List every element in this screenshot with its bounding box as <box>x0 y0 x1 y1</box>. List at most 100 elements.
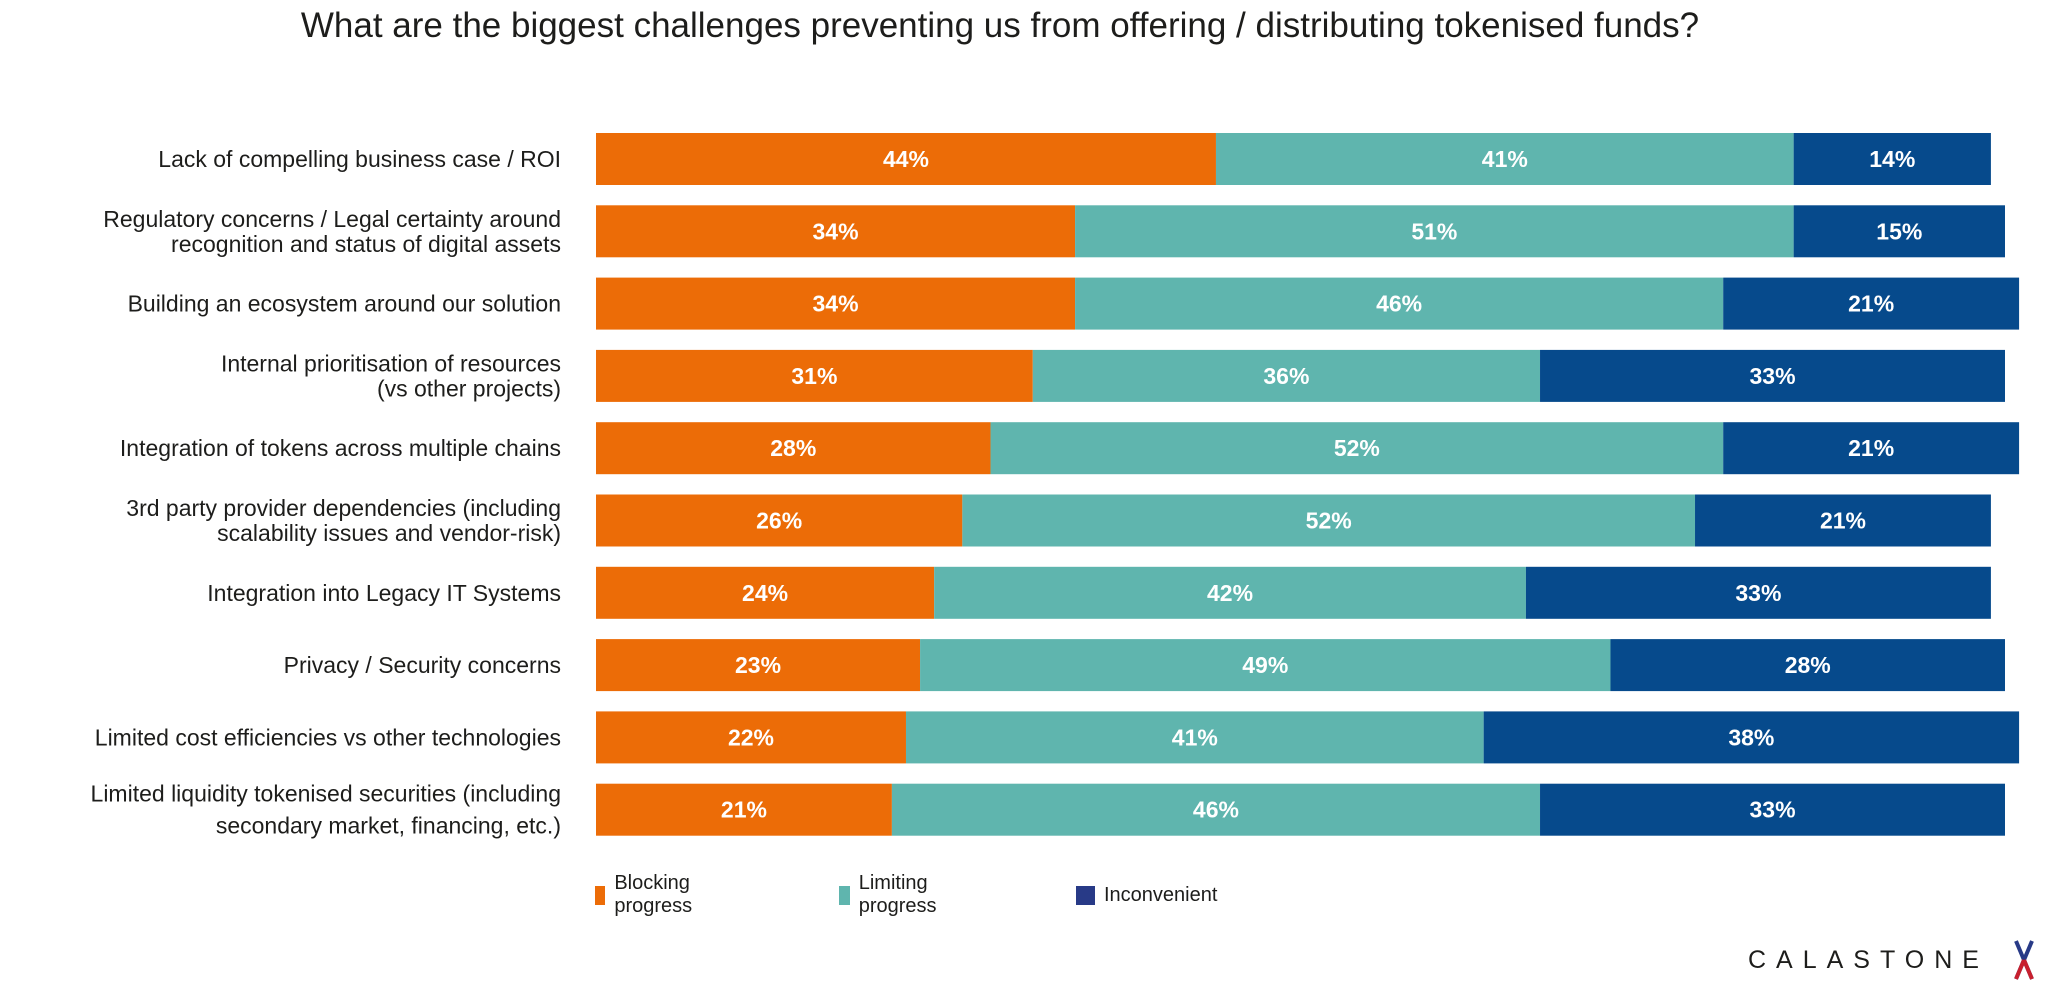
data-label: 28% <box>770 435 816 461</box>
category-label: Limited liquidity tokenised securities (… <box>91 781 561 839</box>
data-label: 34% <box>813 291 859 317</box>
bar-segment-blocking-progress <box>596 566 935 619</box>
category-label-line: (vs other projects) <box>377 375 561 401</box>
category-label-line: Integration of tokens across multiple ch… <box>120 435 561 461</box>
data-label: 44% <box>883 146 929 172</box>
bar-segment-blocking-progress <box>596 205 1076 258</box>
legend-label: Limiting progress <box>858 872 937 917</box>
bar-segment-blocking-progress <box>596 349 1033 402</box>
category-label: Integration into Legacy IT Systems <box>207 580 561 606</box>
data-label: 22% <box>728 724 774 750</box>
data-label: 26% <box>756 508 802 534</box>
data-label: 38% <box>1728 724 1774 750</box>
bar-segment-limiting-progress <box>1215 133 1794 185</box>
data-label: 21% <box>1848 435 1894 461</box>
bar-segment-limiting-progress <box>962 494 1696 547</box>
bar-segment-blocking-progress <box>596 277 1076 330</box>
bar-segment-blocking-progress <box>596 639 921 692</box>
category-label: Lack of compelling business case / ROI <box>158 146 561 172</box>
data-label: 34% <box>813 218 859 244</box>
bar-segment-limiting-progress <box>920 639 1611 692</box>
category-label-line: Privacy / Security concerns <box>284 652 561 678</box>
data-label: 41% <box>1482 146 1528 172</box>
bar-segment-inconvenient <box>1483 711 2020 764</box>
data-label: 31% <box>791 363 837 389</box>
bar-segment-limiting-progress <box>905 711 1484 764</box>
data-label: 51% <box>1411 218 1457 244</box>
category-label-line: scalability issues and vendor-risk) <box>217 520 561 546</box>
chart-title: What are the biggest challenges preventi… <box>300 6 1700 45</box>
legend-label: Inconvenient <box>1104 883 1218 906</box>
legend-item: Inconvenient <box>1076 884 1217 907</box>
data-label: 23% <box>735 652 781 678</box>
x-mark-logo-icon <box>2014 940 2034 980</box>
stacked-bar-chart: Lack of compelling business case / ROI Re… <box>91 133 2020 839</box>
bar-segment-inconvenient <box>1723 277 2020 330</box>
data-label: 46% <box>1376 291 1422 317</box>
calastone-logo: CALASTONE <box>1748 946 1989 974</box>
category-label: Integration of tokens across multiple ch… <box>120 435 561 461</box>
data-label: 41% <box>1172 724 1218 750</box>
data-label: 42% <box>1207 580 1253 606</box>
data-label: 33% <box>1735 580 1781 606</box>
bar-segment-limiting-progress <box>1075 277 1724 330</box>
bar-segment-inconvenient <box>1525 566 1991 619</box>
bar-segment-limiting-progress <box>990 422 1724 475</box>
bar-segment-inconvenient <box>1723 422 2020 475</box>
category-label-line: Integration into Legacy IT Systems <box>207 580 561 606</box>
data-label: 33% <box>1749 797 1795 823</box>
bar-segment-inconvenient <box>1793 133 1991 185</box>
legend-label: Blocking progress <box>614 872 693 917</box>
data-label: 21% <box>721 797 767 823</box>
legend-item: Limiting progress <box>839 872 945 918</box>
data-label: 33% <box>1749 363 1795 389</box>
data-label: 24% <box>742 580 788 606</box>
category-label-line: Building an ecosystem around our solutio… <box>128 291 561 317</box>
bar-segment-limiting-progress <box>891 783 1541 836</box>
value-labels: 44% 41% 14% 34% 51% 15% 34% 46% 21% 31% 36% 33% 28% 5… <box>721 146 1922 823</box>
category-label-line: Internal prioritisation of resources <box>221 350 561 376</box>
data-label: 21% <box>1848 291 1894 317</box>
category-label: Internal prioritisation of resources (vs … <box>221 350 561 401</box>
bar-segment-limiting-progress <box>1075 205 1794 258</box>
legend-swatch <box>839 885 850 905</box>
bar-segment-inconvenient <box>1793 205 2005 258</box>
bar-segment-limiting-progress <box>1032 349 1541 402</box>
category-label-line: Limited cost efficiencies vs other techn… <box>95 724 561 750</box>
bar-segment-limiting-progress <box>934 566 1526 619</box>
data-label: 49% <box>1242 652 1288 678</box>
bar-segment-inconvenient <box>1540 783 2005 836</box>
legend-item: Blocking progress <box>595 872 701 918</box>
data-label: 46% <box>1193 797 1239 823</box>
bar-segments <box>596 133 2020 836</box>
bar-segment-blocking-progress <box>596 494 963 547</box>
category-label-line: 3rd party provider dependencies (includi… <box>126 495 561 521</box>
category-label: Regulatory concerns / Legal certainty ar… <box>103 206 561 257</box>
legend-swatch <box>595 885 606 905</box>
category-label-line: Regulatory concerns / Legal certainty ar… <box>103 206 561 232</box>
bar-segment-inconvenient <box>1610 639 2005 692</box>
data-label: 21% <box>1820 508 1866 534</box>
data-label: 15% <box>1876 218 1922 244</box>
category-label-line: recognition and status of digital assets <box>171 231 561 257</box>
category-labels: Lack of compelling business case / ROI Re… <box>91 146 561 839</box>
category-label: 3rd party provider dependencies (includi… <box>126 495 561 546</box>
data-label: 28% <box>1785 652 1831 678</box>
category-label-line: secondary market, financing, etc.) <box>216 813 561 839</box>
bar-segment-blocking-progress <box>596 783 892 836</box>
bar-segment-inconvenient <box>1540 349 2005 402</box>
legend-swatch <box>1076 885 1095 905</box>
data-label: 14% <box>1869 146 1915 172</box>
category-label-line: Lack of compelling business case / ROI <box>158 146 561 172</box>
category-label: Privacy / Security concerns <box>284 652 561 678</box>
category-label-line: Limited liquidity tokenised securities (… <box>91 781 561 807</box>
data-label: 52% <box>1334 435 1380 461</box>
bar-segment-inconvenient <box>1695 494 1991 547</box>
data-label: 36% <box>1263 363 1309 389</box>
bar-segment-blocking-progress <box>596 422 991 475</box>
bar-segment-blocking-progress <box>596 133 1216 185</box>
category-label: Building an ecosystem around our solutio… <box>128 291 561 317</box>
data-label: 52% <box>1306 508 1352 534</box>
category-label: Limited cost efficiencies vs other techn… <box>95 724 561 750</box>
bar-segment-blocking-progress <box>596 711 906 764</box>
